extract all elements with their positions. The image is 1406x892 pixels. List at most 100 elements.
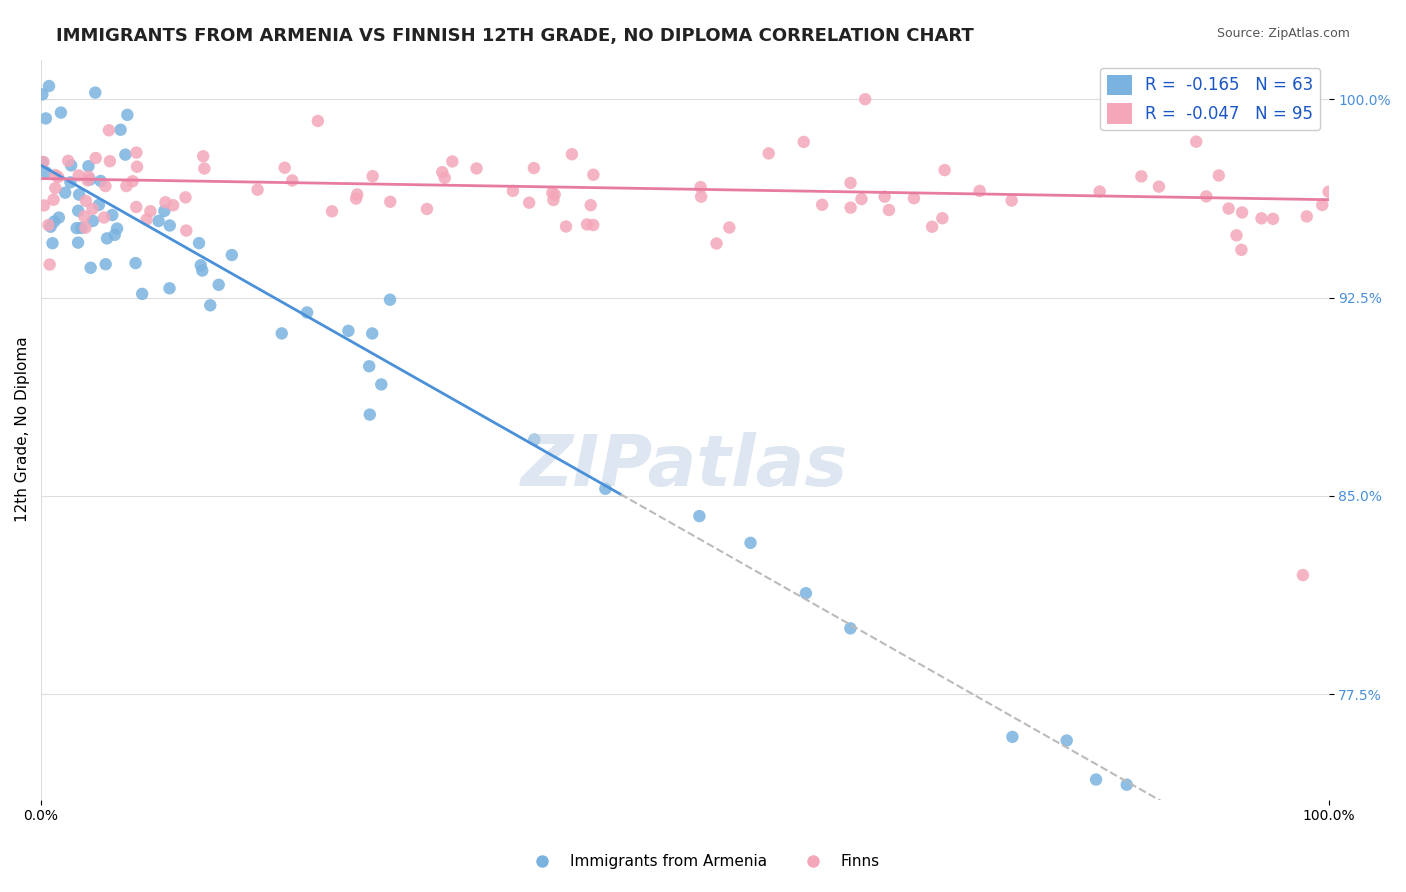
Finns [931, 211, 953, 226]
Finns [851, 192, 873, 206]
Immigrants from Armenia [96, 231, 118, 245]
Finns [84, 151, 107, 165]
Immigrants from Armenia [48, 211, 70, 225]
Immigrants from Armenia [104, 227, 127, 242]
Finns [921, 219, 943, 234]
Finns [1292, 568, 1315, 582]
Finns [541, 186, 564, 200]
Finns [135, 212, 157, 227]
Finns [76, 173, 98, 187]
Finns [125, 160, 148, 174]
Immigrants from Armenia [208, 277, 231, 292]
Immigrants from Armenia [1115, 778, 1137, 792]
Legend: R =  -0.165   N = 63, R =  -0.047   N = 95: R = -0.165 N = 63, R = -0.047 N = 95 [1101, 68, 1320, 130]
Finns [969, 184, 991, 198]
Finns [718, 220, 741, 235]
Finns [38, 258, 60, 272]
Finns [82, 202, 104, 216]
Immigrants from Armenia [53, 186, 76, 200]
Finns [273, 161, 295, 175]
Finns [98, 154, 121, 169]
Immigrants from Armenia [67, 187, 90, 202]
Immigrants from Armenia [105, 221, 128, 235]
Finns [543, 193, 565, 207]
Finns [877, 202, 900, 217]
Immigrants from Armenia [67, 235, 90, 250]
Finns [1261, 211, 1284, 226]
Immigrants from Armenia [159, 219, 181, 233]
Finns [1001, 194, 1024, 208]
Immigrants from Armenia [110, 122, 132, 136]
Finns [934, 163, 956, 178]
Immigrants from Armenia [370, 377, 392, 392]
Finns [94, 179, 117, 194]
Immigrants from Armenia [270, 326, 292, 341]
Immigrants from Armenia [35, 165, 58, 179]
Immigrants from Armenia [70, 221, 93, 235]
Immigrants from Armenia [67, 203, 90, 218]
Legend: Immigrants from Armenia, Finns: Immigrants from Armenia, Finns [520, 848, 886, 875]
Immigrants from Armenia [295, 305, 318, 319]
Finns [441, 154, 464, 169]
Finns [32, 198, 55, 212]
Finns [307, 114, 329, 128]
Finns [853, 92, 876, 106]
Finns [1230, 243, 1253, 257]
Finns [465, 161, 488, 176]
Finns [903, 191, 925, 205]
Immigrants from Armenia [84, 86, 107, 100]
Immigrants from Armenia [153, 203, 176, 218]
Finns [576, 218, 599, 232]
Finns [582, 168, 605, 182]
Immigrants from Armenia [595, 482, 617, 496]
Immigrants from Armenia [49, 105, 72, 120]
Immigrants from Armenia [839, 621, 862, 635]
Finns [37, 218, 59, 232]
Immigrants from Armenia [79, 172, 101, 186]
Immigrants from Armenia [90, 174, 112, 188]
Finns [1208, 169, 1230, 183]
Immigrants from Armenia [41, 236, 63, 251]
Finns [361, 169, 384, 183]
Finns [125, 145, 148, 160]
Finns [706, 236, 728, 251]
Immigrants from Armenia [378, 293, 401, 307]
Y-axis label: 12th Grade, No Diploma: 12th Grade, No Diploma [15, 337, 30, 523]
Immigrants from Armenia [159, 281, 181, 295]
Finns [193, 149, 215, 163]
Finns [1088, 185, 1111, 199]
Immigrants from Armenia [31, 87, 53, 102]
Finns [344, 192, 367, 206]
Finns [42, 193, 65, 207]
Finns [1225, 228, 1247, 243]
Finns [433, 170, 456, 185]
Immigrants from Armenia [148, 214, 170, 228]
Immigrants from Armenia [124, 256, 146, 270]
Finns [58, 153, 80, 168]
Text: IMMIGRANTS FROM ARMENIA VS FINNISH 12TH GRADE, NO DIPLOMA CORRELATION CHART: IMMIGRANTS FROM ARMENIA VS FINNISH 12TH … [56, 27, 974, 45]
Finns [46, 169, 69, 184]
Immigrants from Armenia [1056, 733, 1078, 747]
Finns [561, 147, 583, 161]
Finns [416, 202, 439, 216]
Finns [1185, 135, 1208, 149]
Finns [432, 165, 454, 179]
Finns [1230, 205, 1253, 219]
Immigrants from Armenia [1085, 772, 1108, 787]
Finns [517, 195, 540, 210]
Immigrants from Armenia [794, 586, 817, 600]
Finns [67, 169, 90, 183]
Immigrants from Armenia [114, 147, 136, 161]
Finns [246, 183, 269, 197]
Finns [321, 204, 343, 219]
Finns [93, 211, 115, 225]
Immigrants from Armenia [523, 433, 546, 447]
Finns [579, 198, 602, 212]
Finns [44, 168, 66, 182]
Finns [1147, 179, 1170, 194]
Finns [121, 174, 143, 188]
Immigrants from Armenia [361, 326, 384, 341]
Finns [1295, 210, 1317, 224]
Finns [73, 210, 96, 224]
Immigrants from Armenia [77, 159, 100, 173]
